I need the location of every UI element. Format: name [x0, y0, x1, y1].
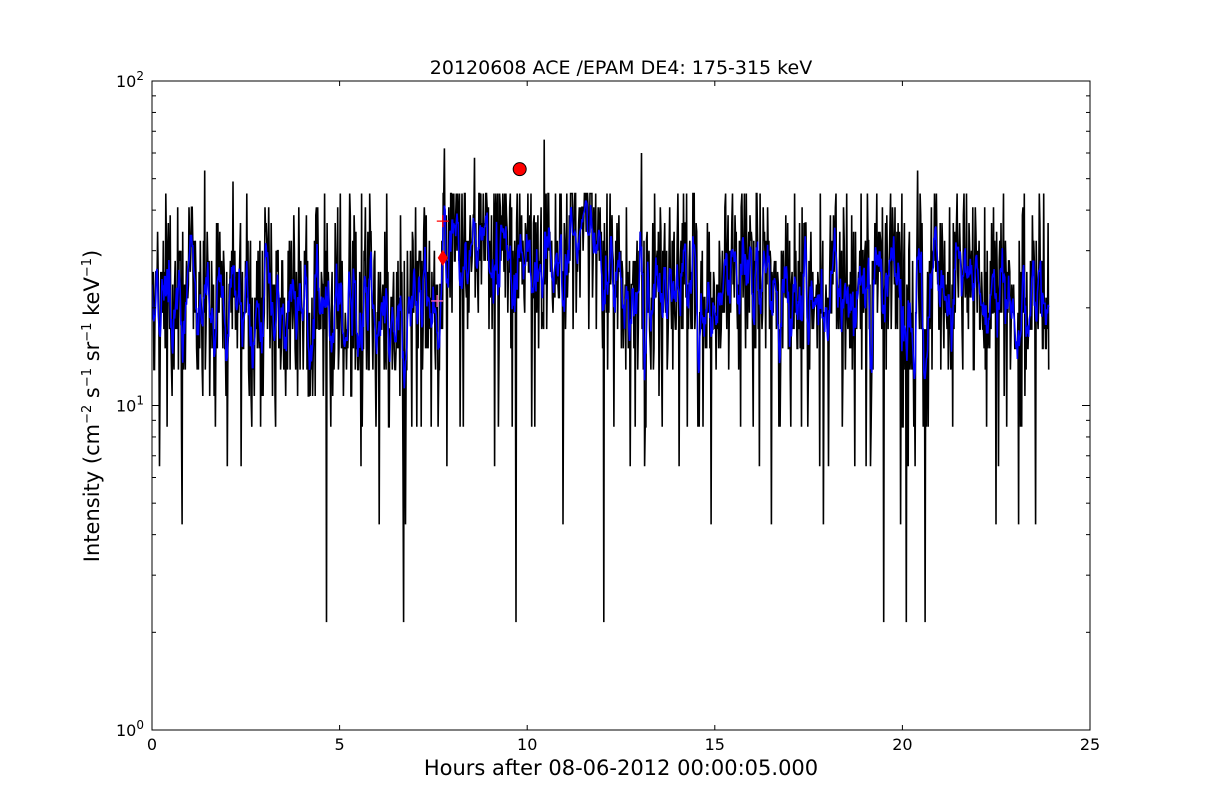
series-layer — [152, 139, 1050, 623]
y-axis-label: Intensity (cm−2 s−1 sr−1 keV−1) — [80, 250, 104, 562]
marker-layer — [431, 162, 527, 307]
x-axis-label: Hours after 08-06-2012 00:00:05.000 — [424, 756, 818, 780]
plot-area — [152, 139, 1050, 623]
y-label-suffix: ) — [80, 250, 104, 258]
x-axis-ticks: 0 5 10 15 20 25 — [147, 81, 1100, 754]
x-tick-label: 5 — [335, 735, 345, 754]
y-label-exp-sr: −1 — [80, 323, 95, 342]
y-tick-label: 101 — [116, 394, 144, 416]
chart-title: 20120608 ACE /EPAM DE4: 175-315 keV — [430, 57, 812, 79]
marker-plus — [431, 294, 444, 307]
y-tick-label: 100 — [116, 718, 144, 740]
marker-diamond — [437, 249, 448, 266]
y-label-exp-s: −1 — [80, 368, 95, 387]
x-tick-label: 0 — [147, 735, 157, 754]
x-tick-label: 25 — [1080, 735, 1100, 754]
y-label-sr: sr — [80, 341, 104, 368]
y-label-exp-kev: −1 — [80, 258, 95, 277]
series-line-smoothed — [152, 200, 1050, 389]
y-label-s: s — [80, 387, 104, 405]
y-axis-ticks: 100 101 102 — [116, 69, 1090, 740]
x-tick-label: 20 — [892, 735, 912, 754]
y-label-prefix: Intensity (cm — [80, 424, 104, 562]
marker-circle — [512, 162, 527, 177]
y-tick-label: 102 — [116, 69, 144, 91]
x-tick-label: 10 — [517, 735, 537, 754]
y-label-kev: keV — [80, 277, 104, 323]
y-label-exp-cm: −2 — [80, 405, 95, 424]
marker-plus — [436, 215, 449, 228]
x-tick-label: 15 — [705, 735, 725, 754]
